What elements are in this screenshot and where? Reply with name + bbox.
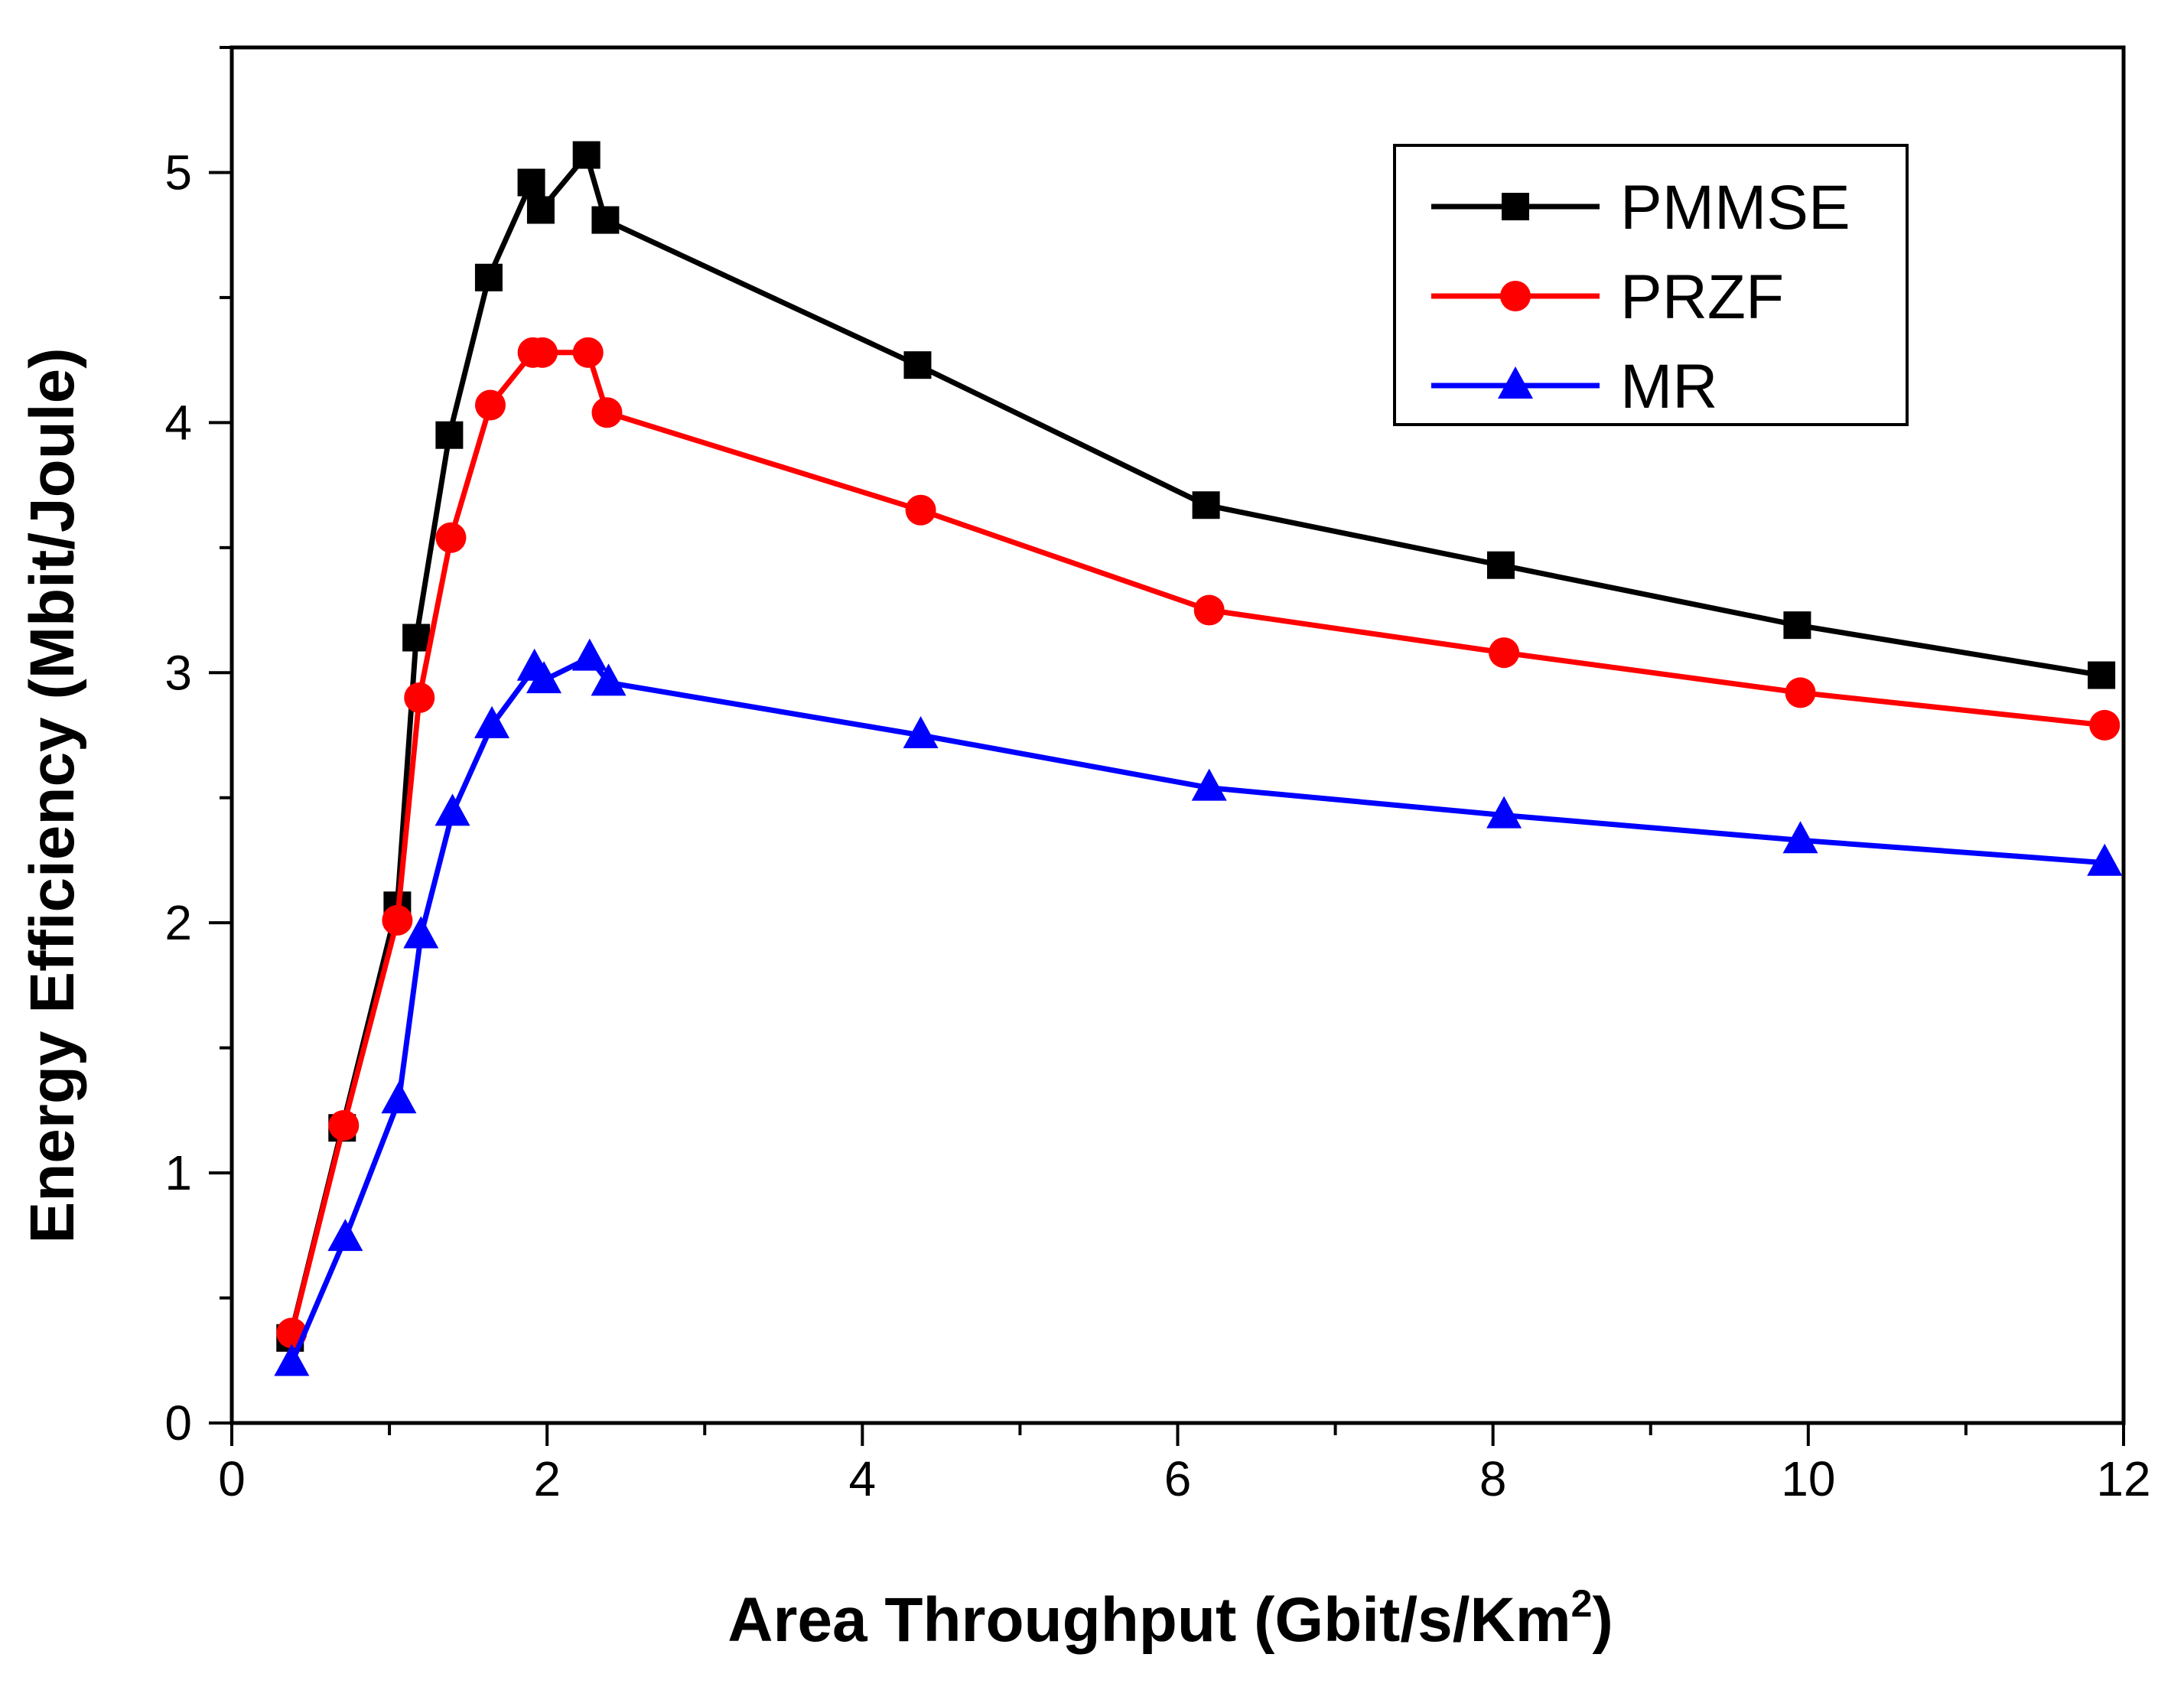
- data-point-mr: [1782, 821, 1818, 854]
- legend-marker-przf: [1500, 281, 1531, 311]
- x-axis-title-main: Area Throughput (Gbit/s/Km: [727, 1585, 1570, 1655]
- data-point-mr: [526, 661, 562, 694]
- data-point-pmmse: [1486, 551, 1515, 579]
- x-tick-label: 8: [1479, 1451, 1507, 1506]
- legend-label-przf: PRZF: [1620, 262, 1784, 332]
- data-point-pmmse: [2088, 661, 2116, 689]
- data-point-przf: [1785, 677, 1816, 708]
- data-point-mr: [591, 663, 627, 696]
- data-point-pmmse: [526, 196, 555, 224]
- y-tick-label: 4: [164, 395, 192, 450]
- y-tick-label: 3: [164, 645, 192, 700]
- data-point-pmmse: [402, 624, 431, 652]
- data-point-przf: [1193, 594, 1225, 626]
- y-tick-label: 5: [164, 145, 192, 200]
- data-point-przf: [2089, 709, 2121, 741]
- legend: PMMSE PRZF MR: [1393, 144, 1909, 426]
- series-layer: [274, 141, 2123, 1376]
- data-point-mr: [1191, 768, 1227, 801]
- y-axis-title: Energy Efficiency (Mbit/Joule): [18, 348, 87, 1244]
- x-tick-label: 4: [849, 1451, 877, 1506]
- data-point-pmmse: [903, 351, 932, 379]
- data-point-pmmse: [1783, 611, 1811, 640]
- y-tick-label: 0: [164, 1395, 192, 1451]
- data-point-mr: [1486, 796, 1522, 829]
- data-point-mr: [435, 793, 470, 826]
- data-point-pmmse: [517, 168, 545, 197]
- series-mr: [274, 638, 2123, 1376]
- data-point-przf: [1489, 637, 1520, 669]
- data-point-przf: [905, 494, 936, 526]
- data-point-przf: [382, 904, 413, 936]
- legend-frame: [1393, 144, 1909, 426]
- legend-marker-pmmse: [1502, 193, 1529, 220]
- series-line-mr: [289, 655, 2105, 1364]
- data-point-pmmse: [1192, 491, 1220, 519]
- x-tick-label: 10: [1781, 1451, 1835, 1506]
- data-point-mr: [2087, 843, 2123, 876]
- data-point-pmmse: [572, 141, 601, 169]
- x-tick-label: 6: [1164, 1451, 1192, 1506]
- data-point-przf: [591, 397, 623, 428]
- data-point-mr: [403, 916, 439, 949]
- y-tick-label: 2: [164, 895, 192, 950]
- y-tick-label: 1: [164, 1145, 192, 1200]
- x-axis-title-superscript: 2: [1571, 1582, 1593, 1625]
- data-point-przf: [328, 1109, 360, 1141]
- data-point-przf: [526, 337, 558, 368]
- legend-label-pmmse: PMMSE: [1620, 173, 1850, 243]
- data-point-pmmse: [474, 263, 503, 291]
- data-point-mr: [903, 716, 939, 748]
- data-point-pmmse: [435, 421, 464, 449]
- data-point-przf: [404, 682, 435, 713]
- x-axis-title: Area Throughput (Gbit/s/Km2): [727, 1582, 1613, 1655]
- data-point-mr: [474, 705, 510, 738]
- x-tick-label: 2: [533, 1451, 561, 1506]
- data-point-przf: [474, 389, 506, 421]
- x-tick-label: 12: [2096, 1451, 2150, 1506]
- data-point-przf: [572, 337, 604, 368]
- data-point-mr: [571, 638, 607, 671]
- legend-marker-mr: [1498, 366, 1533, 399]
- data-point-pmmse: [591, 206, 620, 234]
- data-point-mr: [274, 1343, 310, 1376]
- data-point-mr: [381, 1081, 417, 1114]
- data-point-przf: [435, 522, 467, 553]
- x-tick-label: 0: [218, 1451, 246, 1506]
- series-przf: [276, 337, 2121, 1349]
- data-point-mr: [327, 1219, 363, 1252]
- series-pmmse: [276, 141, 2116, 1352]
- legend-label-mr: MR: [1620, 352, 1718, 422]
- x-axis-title-close: ): [1592, 1585, 1613, 1655]
